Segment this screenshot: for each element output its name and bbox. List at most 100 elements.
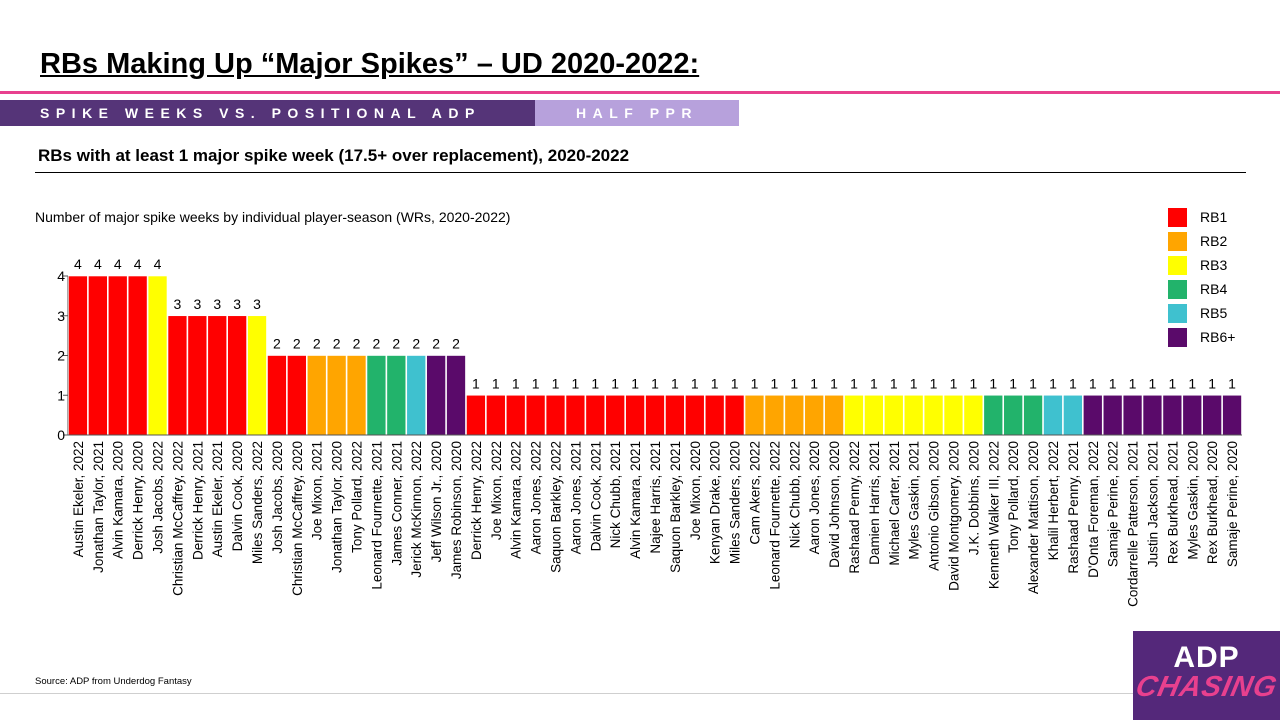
logo-text-chasing: CHASING xyxy=(1133,671,1280,703)
data-label: 2 xyxy=(392,336,400,352)
bar xyxy=(505,394,526,436)
bar xyxy=(466,394,486,436)
x-tick-label: Saquon Barkley, 2021 xyxy=(668,441,683,573)
bar xyxy=(744,394,765,436)
legend-swatch xyxy=(1168,208,1187,227)
x-tick-label: Cam Akers, 2022 xyxy=(747,441,762,545)
y-tick-label: 0 xyxy=(57,427,65,443)
bar xyxy=(704,394,725,436)
x-tick-label: Aaron Jones, 2020 xyxy=(807,441,822,554)
bar xyxy=(685,394,705,436)
bar xyxy=(346,355,367,436)
data-label: 4 xyxy=(114,256,122,272)
x-tick-label: Rex Burkhead, 2021 xyxy=(1165,441,1180,564)
legend-label: RB4 xyxy=(1200,281,1228,297)
x-tick-label: Nick Chubb, 2022 xyxy=(787,441,802,548)
data-label: 2 xyxy=(452,336,460,352)
bar xyxy=(565,394,586,436)
bar xyxy=(605,394,625,436)
data-label: 2 xyxy=(432,336,440,352)
data-label: 1 xyxy=(1029,375,1037,391)
data-label: 1 xyxy=(870,375,878,391)
x-tick-label: Derrick Henry, 2022 xyxy=(469,441,484,560)
data-label: 2 xyxy=(333,336,341,352)
legend-swatch xyxy=(1168,328,1187,347)
bar xyxy=(1023,394,1043,436)
data-label: 4 xyxy=(134,256,142,272)
x-tick-label: Miles Sanders, 2020 xyxy=(728,441,743,564)
bar xyxy=(127,275,148,436)
bar xyxy=(247,315,267,436)
bar xyxy=(187,315,208,436)
bar xyxy=(1043,394,1063,436)
bar xyxy=(545,394,566,436)
section-band-label: SPIKE WEEKS VS. POSITIONAL ADP xyxy=(0,100,535,126)
x-tick-label: Christian McCaffrey, 2022 xyxy=(170,441,185,596)
x-tick-label: Najee Harris, 2021 xyxy=(648,441,663,554)
x-tick-label: Jerick McKinnon, 2022 xyxy=(409,441,424,578)
data-label: 4 xyxy=(74,256,82,272)
data-label: 1 xyxy=(671,375,679,391)
x-tick-label: Joe Mixon, 2021 xyxy=(310,441,325,540)
x-tick-label: D'Onta Foreman, 2022 xyxy=(1086,441,1101,578)
data-label: 1 xyxy=(611,375,619,391)
data-label: 2 xyxy=(353,336,361,352)
x-tick-label: Tony Pollard, 2022 xyxy=(350,441,365,553)
bar xyxy=(1083,394,1103,436)
bar xyxy=(227,315,247,436)
x-tick-label: David Montgomery, 2020 xyxy=(946,441,961,591)
bar xyxy=(1003,394,1023,436)
x-tick-label: Kenneth Walker III, 2022 xyxy=(986,441,1001,589)
brand-logo: ADP CHASING xyxy=(1133,631,1280,720)
data-label: 1 xyxy=(512,375,520,391)
legend-swatch xyxy=(1168,256,1187,275)
x-tick-label: Austin Ekeler, 2022 xyxy=(71,441,86,557)
x-tick-label: Leonard Fournette, 2022 xyxy=(767,441,782,590)
data-label: 1 xyxy=(572,375,580,391)
bar xyxy=(207,315,227,436)
x-tick-label: Joe Mixon, 2020 xyxy=(688,441,703,540)
y-tick-label: 3 xyxy=(57,308,65,324)
legend-label: RB1 xyxy=(1200,209,1228,225)
bar xyxy=(107,275,128,436)
x-tick-label: Josh Jacobs, 2020 xyxy=(270,441,285,554)
bar xyxy=(486,394,506,436)
source-note: Source: ADP from Underdog Fantasy xyxy=(35,676,192,687)
data-label: 1 xyxy=(492,375,500,391)
data-label: 1 xyxy=(890,375,898,391)
data-label: 3 xyxy=(174,296,182,312)
bar xyxy=(167,315,188,436)
x-tick-label: James Conner, 2021 xyxy=(389,441,404,566)
x-tick-label: Kenyan Drake, 2020 xyxy=(708,441,723,564)
data-label: 1 xyxy=(1069,375,1077,391)
bar xyxy=(824,394,844,436)
bar xyxy=(963,394,984,436)
bar xyxy=(68,275,88,436)
data-label: 1 xyxy=(1168,375,1176,391)
bar xyxy=(844,394,864,436)
data-label: 3 xyxy=(253,296,261,312)
bar xyxy=(1122,394,1143,436)
x-tick-label: Christian McCaffrey, 2020 xyxy=(290,441,305,596)
data-label: 1 xyxy=(1208,375,1216,391)
x-tick-label: Austin Ekeler, 2021 xyxy=(210,441,225,557)
data-label: 1 xyxy=(1089,375,1097,391)
legend-label: RB6+ xyxy=(1200,329,1236,345)
bar xyxy=(923,394,944,436)
x-tick-label: Michael Carter, 2021 xyxy=(887,441,902,566)
x-tick-label: Samaje Perine, 2020 xyxy=(1225,441,1240,567)
x-tick-label: Derrick Henry, 2020 xyxy=(131,441,146,560)
data-label: 1 xyxy=(850,375,858,391)
bar xyxy=(1182,394,1203,436)
x-tick-label: Justin Jackson, 2021 xyxy=(1145,441,1160,567)
legend-swatch xyxy=(1168,304,1187,323)
page-title: RBs Making Up “Major Spikes” – UD 2020-2… xyxy=(40,48,700,80)
bar xyxy=(88,275,108,436)
logo-text-adp: ADP xyxy=(1173,641,1240,674)
data-label: 1 xyxy=(691,375,699,391)
bar xyxy=(326,355,347,436)
bar xyxy=(366,355,387,436)
bar xyxy=(1162,394,1183,436)
scoring-band-label: HALF PPR xyxy=(535,100,739,126)
data-label: 1 xyxy=(1149,375,1157,391)
